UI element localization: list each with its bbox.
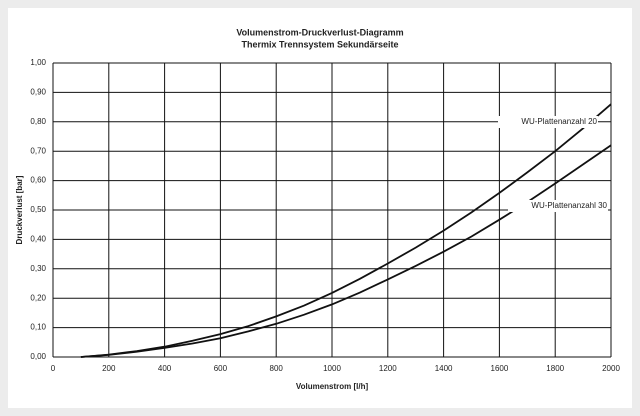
y-tick-label: 0,40 (30, 235, 46, 244)
y-tick-label: 1,00 (30, 58, 46, 67)
y-tick-label: 0,00 (30, 352, 46, 361)
line-series (80, 103, 612, 358)
y-tick-label: 0,70 (30, 146, 46, 155)
y-tick-label: 0,80 (30, 117, 46, 126)
x-tick-label: 0 (51, 364, 56, 373)
x-tick-label: 1400 (435, 364, 453, 373)
legend-label: WU-Plattenanzahl 20 (521, 117, 597, 126)
y-tick-label: 0,90 (30, 88, 46, 97)
x-axis-label: Volumenstrom [l/h] (296, 382, 369, 391)
chart-title: Volumenstrom-Druckverlust-Diagramm (236, 27, 403, 37)
x-tick-label: 800 (270, 364, 284, 373)
x-tick-label: 200 (102, 364, 116, 373)
legend-label: WU-Plattenanzahl 30 (531, 201, 607, 210)
y-axis-label: Druckverlust [bar] (15, 175, 24, 244)
y-tick-label: 0,30 (30, 264, 46, 273)
y-tick-label: 0,10 (30, 323, 46, 332)
x-tick-label: 1800 (546, 364, 564, 373)
x-tick-label: 1200 (379, 364, 397, 373)
chart-subtitle: Thermix Trennsystem Sekundärseite (241, 39, 398, 49)
x-tick-label: 1600 (491, 364, 509, 373)
legend-background (498, 116, 598, 128)
y-tick-label: 0,50 (30, 205, 46, 214)
x-tick-label: 2000 (602, 364, 620, 373)
x-tick-label: 1000 (323, 364, 341, 373)
y-tick-label: 0,20 (30, 293, 46, 302)
x-tick-label: 400 (158, 364, 172, 373)
legend-background (508, 200, 608, 212)
x-tick-label: 600 (214, 364, 228, 373)
y-tick-label: 0,60 (30, 176, 46, 185)
